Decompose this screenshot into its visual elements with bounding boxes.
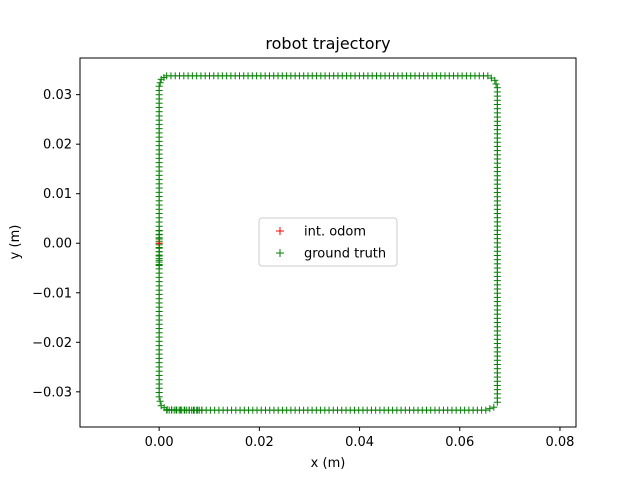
x-tick-label: 0.04 bbox=[345, 435, 374, 450]
ground-truth-point bbox=[491, 76, 499, 84]
y-tick-label: −0.01 bbox=[32, 286, 72, 301]
chart-title: robot trajectory bbox=[265, 34, 390, 53]
int-odom-point bbox=[155, 239, 163, 247]
ground-truth-point bbox=[198, 406, 206, 414]
x-axis-label: x (m) bbox=[311, 456, 346, 471]
ground-truth-point bbox=[482, 406, 490, 414]
legend-marker bbox=[276, 249, 284, 257]
y-tick-label: −0.02 bbox=[32, 336, 72, 351]
series-ground-truth bbox=[155, 72, 501, 414]
ground-truth-point bbox=[490, 403, 498, 411]
ground-truth-point bbox=[155, 227, 163, 235]
y-tick-label: 0.02 bbox=[43, 138, 72, 153]
legend: int. odom ground truth bbox=[258, 217, 398, 267]
y-tick-label: −0.03 bbox=[32, 385, 72, 400]
x-axis-ticks: 0.00 0.02 0.04 0.06 0.08 bbox=[145, 427, 574, 450]
x-tick-label: 0.08 bbox=[545, 435, 574, 450]
ground-truth-point bbox=[493, 84, 501, 92]
ground-truth-point bbox=[155, 393, 163, 401]
series-int-odom bbox=[155, 239, 163, 247]
y-axis-ticks: 0.03 0.02 0.01 0.00 −0.01 −0.02 −0.03 bbox=[32, 88, 80, 400]
ground-truth-point bbox=[486, 405, 494, 413]
ground-truth-point bbox=[156, 79, 164, 87]
y-tick-label: 0.00 bbox=[43, 237, 72, 252]
legend-box bbox=[258, 217, 398, 267]
legend-entry: int. odom bbox=[276, 225, 366, 240]
legend-label: int. odom bbox=[304, 225, 366, 240]
ground-truth-point bbox=[156, 397, 164, 405]
y-tick-label: 0.03 bbox=[43, 88, 72, 103]
y-tick-label: 0.01 bbox=[43, 187, 72, 202]
legend-entry: ground truth bbox=[276, 247, 386, 262]
legend-label: ground truth bbox=[304, 247, 386, 262]
x-tick-label: 0.06 bbox=[445, 435, 474, 450]
legend-marker bbox=[276, 227, 284, 235]
plot-area bbox=[155, 72, 501, 414]
ground-truth-point bbox=[492, 80, 500, 88]
ground-truth-point bbox=[157, 75, 165, 83]
x-tick-label: 0.02 bbox=[245, 435, 274, 450]
x-tick-label: 0.00 bbox=[145, 435, 174, 450]
plot-frame bbox=[79, 57, 577, 428]
ground-truth-point bbox=[487, 74, 495, 82]
y-axis-label: y (m) bbox=[8, 225, 23, 260]
